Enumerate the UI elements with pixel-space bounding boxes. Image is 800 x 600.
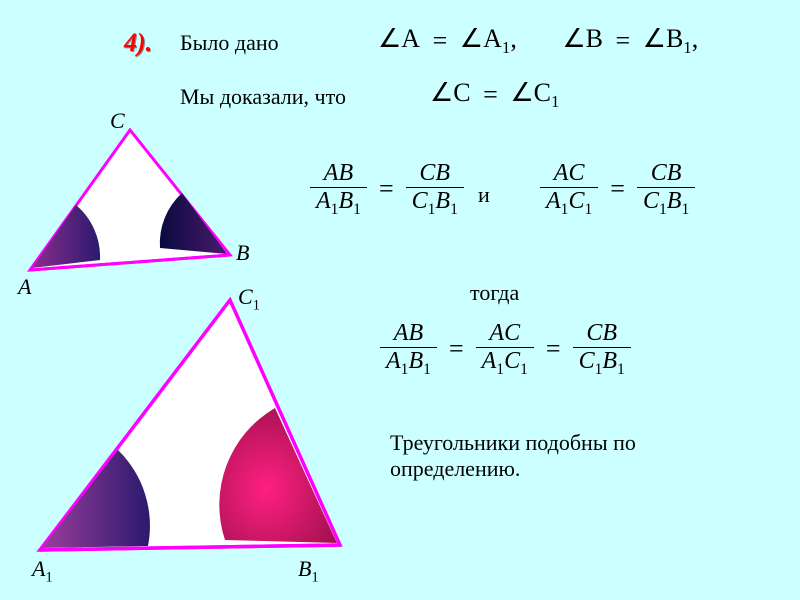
angle-C: ∠C <box>430 78 471 107</box>
triple-ratio-equation: AB A1B1 = AC A1C1 = CB C1B1 <box>380 320 631 379</box>
proved-equation: ∠C = ∠C1 <box>430 78 559 112</box>
vertex-C1: C1 <box>238 284 260 314</box>
vertex-B-small: B <box>236 240 249 266</box>
conclusion-line1: Треугольники подобны по <box>390 430 636 456</box>
angle-A: ∠A <box>378 24 420 53</box>
ratio-equation-2: AC A1C1 = CB C1B1 <box>540 160 695 219</box>
ratio-equation-1: AB A1B1 = CB C1B1 <box>310 160 464 219</box>
angle-C1: ∠C1 <box>510 78 559 107</box>
conclusion-line2: определению. <box>390 456 520 482</box>
given-label: Было дано <box>180 30 279 56</box>
proved-label: Мы доказали, что <box>180 84 346 110</box>
given-equations: ∠A = ∠A1, ∠B = ∠B1, <box>378 24 698 58</box>
triangle-small <box>10 120 270 295</box>
angle-B: ∠B <box>562 24 603 53</box>
vertex-C-small: C <box>110 108 125 134</box>
angle-B1: ∠B1 <box>643 24 692 53</box>
problem-number: 4). <box>124 28 152 58</box>
and-label: и <box>478 182 490 208</box>
angle-A1: ∠A1 <box>460 24 511 53</box>
vertex-B1: B1 <box>298 556 319 586</box>
then-label: тогда <box>470 280 519 306</box>
triangle-large <box>20 290 380 575</box>
vertex-A1: A1 <box>32 556 53 586</box>
